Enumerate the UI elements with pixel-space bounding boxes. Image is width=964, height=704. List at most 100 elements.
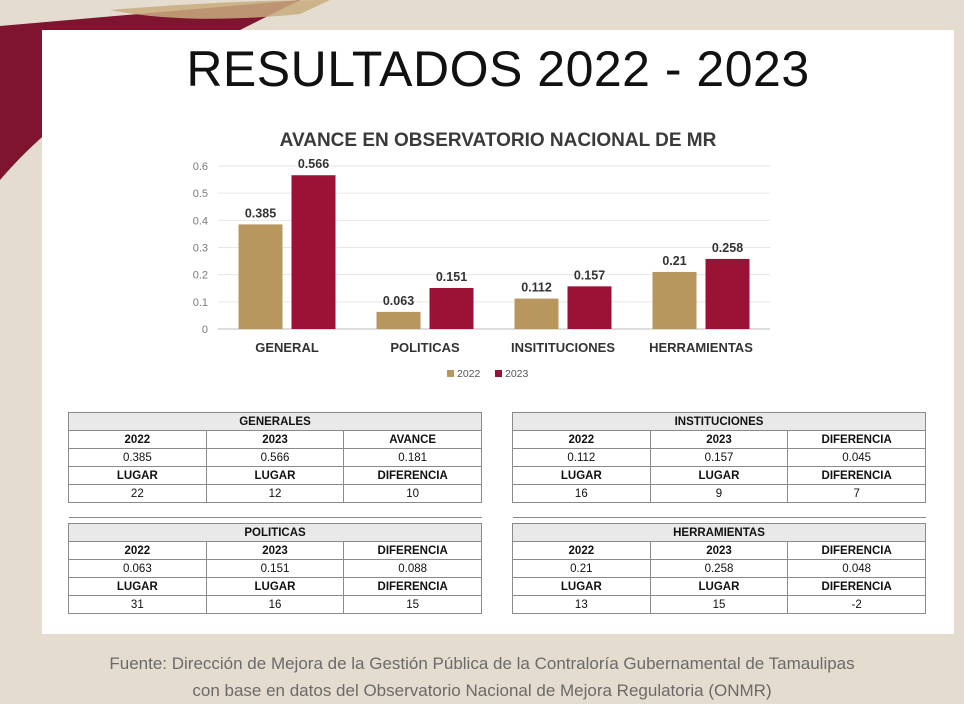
spacer-cell [787, 502, 926, 518]
bar-2023 [429, 287, 474, 329]
y-tick-label: 0.6 [193, 161, 208, 173]
spacer-cell [68, 502, 207, 518]
column-header: LUGAR [68, 577, 207, 596]
table-cell: 16 [205, 595, 345, 614]
table-title: GENERALES [68, 412, 482, 431]
bar-2023 [567, 286, 612, 329]
x-category-label: HERRAMIENTAS [649, 340, 753, 355]
table-cell: 0.048 [787, 559, 926, 578]
table-header-row: LUGAR LUGAR DIFERENCIA [512, 466, 926, 485]
column-header: AVANCE [343, 430, 482, 449]
y-tick-label: 0.3 [193, 243, 208, 255]
bar-2022 [238, 224, 283, 329]
data-label: 0.063 [383, 294, 414, 308]
column-header: DIFERENCIA [343, 577, 482, 596]
column-header: LUGAR [512, 466, 651, 485]
data-label: 0.385 [245, 206, 276, 220]
table-cell: 0.151 [205, 559, 345, 578]
table-row: 0.063 0.151 0.088 [68, 559, 482, 578]
table-cell: 15 [343, 595, 482, 614]
table-row: 16 9 7 [512, 484, 926, 503]
source-line-2: con base en datos del Observatorio Nacio… [192, 681, 772, 700]
table-header-row: 2022 2023 DIFERENCIA [512, 541, 926, 560]
column-header: 2023 [649, 430, 789, 449]
table-title: POLITICAS [68, 523, 482, 542]
y-tick-label: 0.2 [193, 270, 208, 282]
spacer-row [512, 502, 926, 518]
spacer-row [68, 502, 482, 518]
table-cell: 16 [512, 484, 651, 503]
column-header: LUGAR [649, 577, 789, 596]
legend-swatch [495, 370, 502, 377]
table-row: 0.385 0.566 0.181 [68, 448, 482, 467]
x-category-label: INSITITUCIONES [511, 340, 615, 355]
x-category-label: GENERAL [255, 340, 319, 355]
column-header: DIFERENCIA [787, 541, 926, 560]
column-header: LUGAR [205, 577, 345, 596]
table-cell: 0.112 [512, 448, 651, 467]
table-header-row: 2022 2023 DIFERENCIA [512, 430, 926, 449]
column-header: LUGAR [649, 466, 789, 485]
column-header: LUGAR [205, 466, 345, 485]
table-cell: 9 [649, 484, 789, 503]
table-cell: -2 [787, 595, 926, 614]
table-title-row: POLITICAS [68, 523, 482, 542]
table-row: 0.21 0.258 0.048 [512, 559, 926, 578]
column-header: DIFERENCIA [343, 541, 482, 560]
table-cell: 22 [68, 484, 207, 503]
table-cell: 0.063 [68, 559, 207, 578]
legend-label: 2022 [457, 368, 481, 380]
table-cell: 0.258 [649, 559, 789, 578]
column-header: DIFERENCIA [787, 577, 926, 596]
table-instituciones: INSTITUCIONES 2022 2023 DIFERENCIA 0.112 0.15… [512, 412, 926, 518]
chart-title: AVANCE EN OBSERVATORIO NACIONAL DE MR [280, 130, 717, 151]
y-tick-label: 0.4 [193, 215, 208, 227]
table-cell: 0.181 [343, 448, 482, 467]
slide-title: RESULTADOS 2022 - 2023 [186, 41, 810, 97]
data-label: 0.258 [712, 241, 743, 255]
table-cell: 0.385 [68, 448, 207, 467]
column-header: 2022 [512, 541, 651, 560]
column-header: LUGAR [512, 577, 651, 596]
data-label: 0.151 [436, 270, 467, 284]
bar-2023 [291, 175, 336, 329]
table-cell: 0.157 [649, 448, 789, 467]
gold-ribbon [110, 0, 330, 19]
bar-chart: AVANCE EN OBSERVATORIO NACIONAL DE MR 0 0.… [193, 130, 770, 380]
table-row: 0.112 0.157 0.045 [512, 448, 926, 467]
column-header: 2023 [205, 541, 345, 560]
table-header-row: 2022 2023 AVANCE [68, 430, 482, 449]
data-label: 0.566 [298, 157, 329, 171]
table-cell: 0.566 [205, 448, 345, 467]
table-header-row: LUGAR LUGAR DIFERENCIA [68, 466, 482, 485]
bar-2022 [652, 271, 697, 329]
column-header: 2022 [512, 430, 651, 449]
bar-2023 [705, 258, 750, 329]
x-category-label: POLITICAS [390, 340, 460, 355]
table-title-row: GENERALES [68, 412, 482, 431]
table-row: 13 15 -2 [512, 595, 926, 614]
column-header: 2023 [649, 541, 789, 560]
table-title: HERRAMIENTAS [512, 523, 926, 542]
table-title-row: HERRAMIENTAS [512, 523, 926, 542]
table-politicas: POLITICAS 2022 2023 DIFERENCIA 0.063 0.151 0.0… [68, 523, 482, 614]
bar-2022 [376, 311, 421, 329]
y-tick-label: 0.5 [193, 188, 208, 200]
table-herramientas: HERRAMIENTAS 2022 2023 DIFERENCIA 0.21 0.258 0… [512, 523, 926, 614]
table-cell: 0.21 [512, 559, 651, 578]
table-cell: 13 [512, 595, 651, 614]
table-row: 31 16 15 [68, 595, 482, 614]
table-row: 22 12 10 [68, 484, 482, 503]
column-header: DIFERENCIA [787, 430, 926, 449]
data-label: 0.157 [574, 268, 605, 282]
table-cell: 0.088 [343, 559, 482, 578]
legend-label: 2023 [505, 368, 529, 380]
source-line-1: Fuente: Dirección de Mejora de la Gestió… [109, 654, 855, 673]
column-header: DIFERENCIA [343, 466, 482, 485]
spacer-cell [650, 502, 788, 518]
source-note: Fuente: Dirección de Mejora de la Gestió… [0, 650, 964, 704]
spacer-cell [343, 502, 482, 518]
spacer-cell [206, 502, 344, 518]
table-cell: 12 [205, 484, 345, 503]
column-header: 2022 [68, 430, 207, 449]
